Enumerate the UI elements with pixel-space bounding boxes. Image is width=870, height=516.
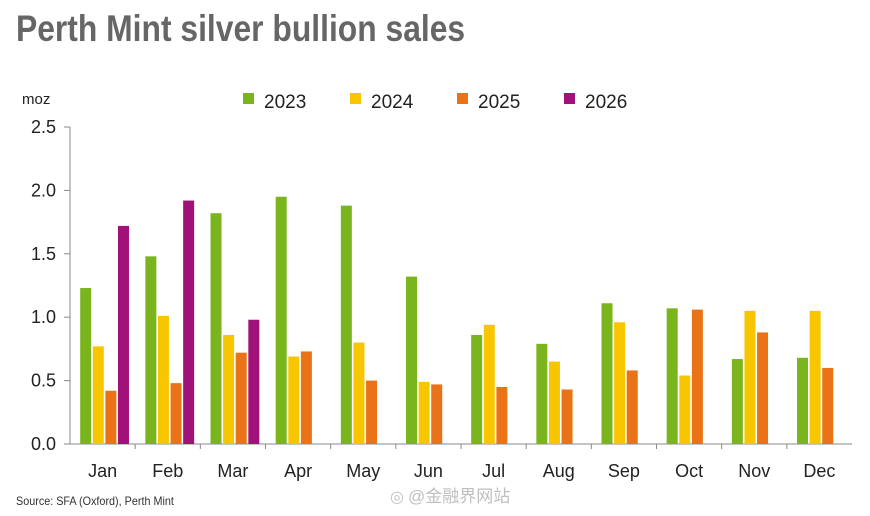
bar-2023-jul [471,334,483,444]
legend-label-2024: 2024 [371,92,414,113]
y-tick-label: 0.0 [31,434,56,454]
legend-swatch-2025 [457,93,468,104]
y-tick-label: 1.5 [31,244,56,264]
bar-2024-jul [483,324,495,444]
bar-2024-jun [418,381,430,444]
y-tick-label: 1.0 [31,307,56,327]
x-tick-label: Jun [414,461,443,481]
legend-swatch-2024 [350,93,361,104]
x-tick-label: Oct [675,461,703,481]
bar-2024-mar [223,334,235,444]
x-tick-label: Feb [152,461,183,481]
bar-2023-mar [210,213,222,444]
bar-2025-apr [300,351,312,444]
source-note: Source: SFA (Oxford), Perth Mint [16,494,174,508]
x-tick-label: Nov [738,461,770,481]
x-tick-label: Jul [482,461,505,481]
x-tick-label: Aug [543,461,575,481]
bar-2023-aug [536,343,548,444]
bar-2023-feb [145,256,157,444]
y-tick-label: 2.0 [31,180,56,200]
legend-label-2023: 2023 [264,92,306,113]
legend-label-2025: 2025 [478,92,520,113]
bar-2025-jun [431,384,443,444]
bar-2023-dec [797,357,809,444]
bar-2023-oct [666,308,678,444]
bar-2024-aug [548,361,560,444]
bar-2023-jun [406,276,418,444]
bar-2024-feb [157,315,169,444]
bar-2024-oct [679,375,691,444]
legend-swatch-2023 [243,93,254,104]
legend-swatch-2026 [564,93,575,104]
chart-title: Perth Mint silver bullion sales [16,8,466,49]
x-tick-label: Sep [608,461,640,481]
bar-2025-sep [626,370,638,444]
bar-2024-nov [744,310,756,444]
y-tick-label: 2.5 [31,117,56,137]
bar-2025-aug [561,389,573,444]
bar-2023-may [340,205,352,444]
bar-2024-jan [92,346,104,444]
weibo-icon: ◎ [390,489,404,506]
x-tick-label: Apr [284,461,312,481]
bar-2024-may [353,342,365,444]
bar-2023-nov [731,359,743,444]
bar-2025-mar [235,352,247,444]
y-axis-unit-label: moz [22,91,50,108]
bar-2025-may [366,380,378,444]
watermark: ◎ @金融界网站 [390,482,510,507]
bar-2023-sep [601,303,613,444]
bar-2026-jan [117,225,129,444]
x-tick-label: Mar [217,461,248,481]
bar-2025-jul [496,386,508,444]
bar-2025-oct [691,309,703,444]
legend-label-2026: 2026 [585,92,627,113]
bar-2023-jan [80,288,92,444]
x-tick-label: May [346,461,380,481]
y-tick-label: 0.5 [31,371,56,391]
bar-2024-apr [288,356,300,444]
bar-2024-sep [614,322,626,444]
watermark-text: @金融界网站 [407,487,511,506]
bar-2026-mar [248,319,260,444]
x-tick-label: Dec [803,461,835,481]
bar-2024-dec [809,310,821,444]
bar-2025-jan [105,390,117,444]
x-tick-label: Jan [88,461,117,481]
bar-2026-feb [183,200,195,444]
bar-2025-feb [170,383,182,444]
bar-2025-nov [757,332,769,444]
bar-2025-dec [822,367,834,444]
bar-2023-apr [275,196,287,444]
